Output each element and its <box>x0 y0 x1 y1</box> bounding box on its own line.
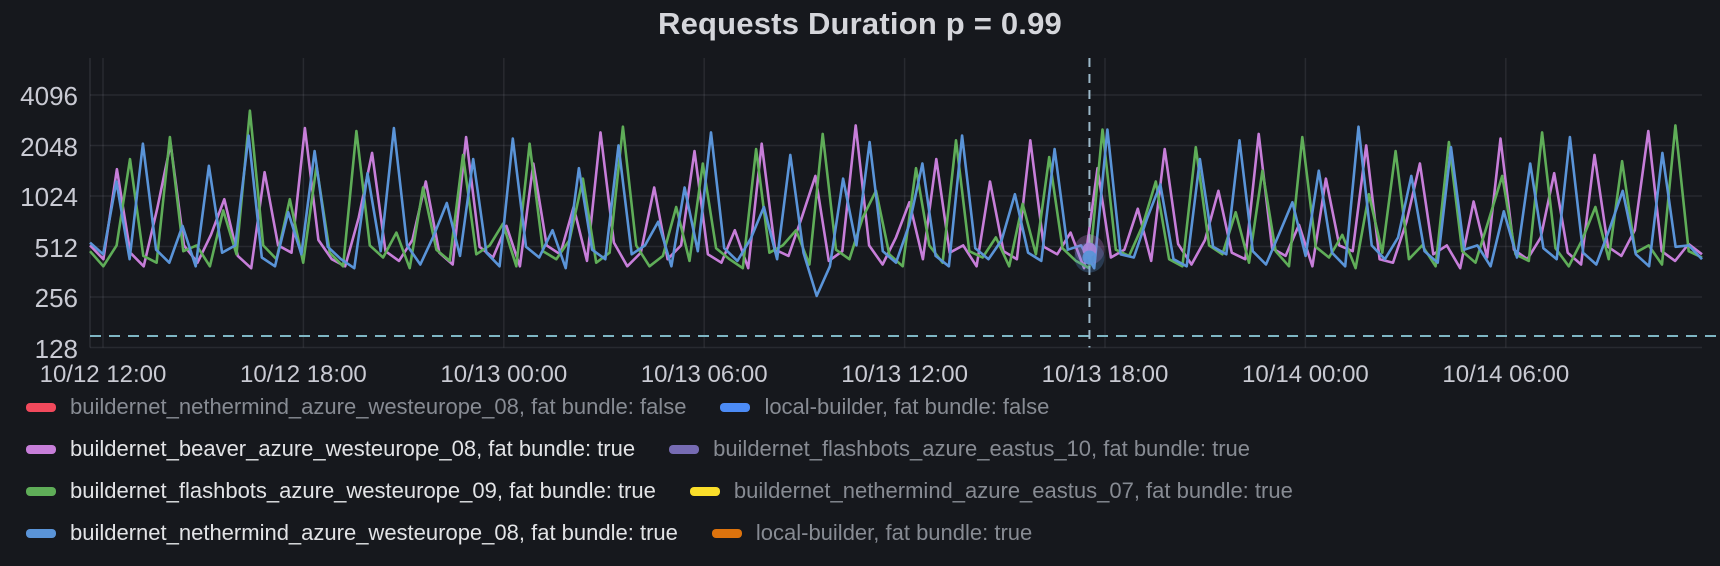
legend-item-7[interactable]: local-builder, fat bundle: true <box>711 512 1033 554</box>
legend-series-label[interactable]: buildernet_nethermind_azure_westeurope_0… <box>70 520 678 545</box>
x-axis-tick-label: 10/13 12:00 <box>841 361 968 388</box>
legend-item-4[interactable]: buildernet_flashbots_azure_westeurope_09… <box>26 470 656 512</box>
legend-series-label[interactable]: buildernet_beaver_azure_westeurope_08, f… <box>70 436 636 461</box>
legend-item-3[interactable]: buildernet_flashbots_azure_eastus_10, fa… <box>669 428 1250 470</box>
hover-point[interactable] <box>1082 250 1097 265</box>
legend-series-label[interactable]: local-builder, fat bundle: false <box>764 394 1050 419</box>
legend-item-5[interactable]: buildernet_nethermind_azure_eastus_07, f… <box>689 470 1293 512</box>
y-axis-tick-label: 256 <box>34 283 78 313</box>
legend-color-swatch-icon[interactable] <box>689 486 720 496</box>
legend-series-label[interactable]: local-builder, fat bundle: true <box>755 520 1033 545</box>
y-axis-tick-label: 128 <box>34 333 78 364</box>
legend: buildernet_nethermind_azure_westeurope_0… <box>26 386 1706 554</box>
legend-color-swatch-icon[interactable] <box>26 402 56 412</box>
legend-series-label[interactable]: buildernet_flashbots_azure_westeurope_09… <box>70 478 656 503</box>
legend-color-swatch-icon[interactable] <box>711 528 742 538</box>
series-line-6 <box>89 125 1703 298</box>
x-axis-tick-label: 10/12 18:00 <box>239 361 367 388</box>
legend-color-swatch-icon[interactable] <box>26 444 56 454</box>
y-axis-tick-label: 1024 <box>20 182 78 212</box>
legend-series-label[interactable]: buildernet_nethermind_azure_eastus_07, f… <box>733 478 1293 503</box>
legend-series-label[interactable]: buildernet_flashbots_azure_eastus_10, fa… <box>713 436 1251 461</box>
x-axis-tick-label: 10/13 00:00 <box>440 361 568 388</box>
x-axis-tick-label: 10/13 06:00 <box>640 361 768 388</box>
legend-color-swatch-icon[interactable] <box>26 528 56 538</box>
y-axis-tick-label: 4096 <box>20 81 78 111</box>
x-axis-tick-label: 10/14 00:00 <box>1241 361 1369 388</box>
x-axis-tick-label: 10/13 18:00 <box>1041 361 1169 388</box>
legend-color-swatch-icon[interactable] <box>26 486 56 496</box>
y-axis-tick-label: 512 <box>34 232 78 263</box>
y-axis-tick-label: 2048 <box>20 131 78 162</box>
series-line-2 <box>89 124 1703 270</box>
series-line-4 <box>89 109 1703 270</box>
legend-item-0[interactable]: buildernet_nethermind_azure_westeurope_0… <box>26 386 686 428</box>
legend-color-swatch-icon[interactable] <box>669 444 700 454</box>
legend-series-label[interactable]: buildernet_nethermind_azure_westeurope_0… <box>70 394 687 419</box>
x-axis-tick-label: 10/12 12:00 <box>39 361 167 388</box>
legend-item-1[interactable]: local-builder, fat bundle: false <box>720 386 1049 428</box>
legend-item-6[interactable]: buildernet_nethermind_azure_westeurope_0… <box>26 512 678 554</box>
x-axis-tick-label: 10/14 06:00 <box>1442 361 1570 388</box>
legend-item-2[interactable]: buildernet_beaver_azure_westeurope_08, f… <box>26 428 635 470</box>
panel-title: Requests Duration p = 0.99 <box>657 6 1062 41</box>
legend-color-swatch-icon[interactable] <box>720 402 751 412</box>
